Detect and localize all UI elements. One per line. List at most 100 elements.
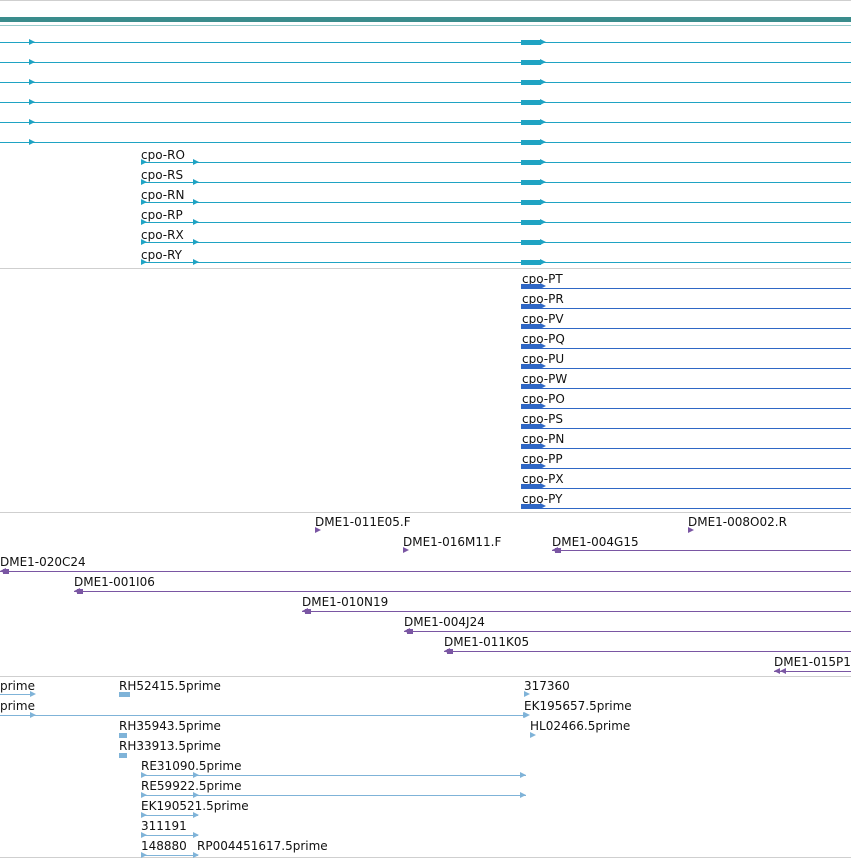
- exon-arrow-icon: [540, 199, 546, 205]
- est-label[interactable]: HL02466.5prime: [530, 719, 631, 733]
- protein-exon: [521, 464, 541, 469]
- protein-label[interactable]: cpo-PR: [522, 292, 564, 306]
- insertion-label[interactable]: DME1-008O02.R: [688, 515, 787, 529]
- protein-label[interactable]: cpo-PQ: [522, 332, 565, 346]
- transcript-line: [141, 162, 851, 163]
- est-label[interactable]: 317360: [524, 679, 570, 693]
- insertion-label[interactable]: DME1-015P1: [774, 655, 851, 669]
- transcript-direction-icon: [29, 59, 35, 65]
- transcript-exon: [521, 60, 541, 65]
- est-label[interactable]: RE59922.5prime: [141, 779, 242, 793]
- insertion-arrow-icon: [780, 668, 786, 674]
- est-label[interactable]: RH52415.5prime: [119, 679, 221, 693]
- transcript-direction-icon: [141, 239, 147, 245]
- est-arrow-icon: [141, 772, 147, 778]
- insertion-label[interactable]: DME1-004G15: [552, 535, 639, 549]
- transcript-exon: [521, 40, 541, 45]
- est-label[interactable]: 311191: [141, 819, 187, 833]
- protein-exon: [521, 484, 541, 489]
- transcript-exon: [521, 200, 541, 205]
- insertion-line: [404, 631, 851, 632]
- transcript-direction-icon: [193, 159, 199, 165]
- transcript-direction-icon: [141, 199, 147, 205]
- est-label[interactable]: RH35943.5prime: [119, 719, 221, 733]
- transcript-line: [0, 102, 851, 103]
- transcript-direction-icon: [193, 179, 199, 185]
- insertion-label[interactable]: DME1-011K05: [444, 635, 530, 649]
- transcript-line: [0, 62, 851, 63]
- est-arrow-icon: [193, 832, 199, 838]
- insertion-label[interactable]: DME1-011E05.F: [315, 515, 411, 529]
- transcript-label[interactable]: cpo-RS: [141, 168, 184, 182]
- transcript-direction-icon: [29, 99, 35, 105]
- transcript-direction-icon: [29, 79, 35, 85]
- transcript-label[interactable]: cpo-RO: [141, 148, 185, 162]
- transcript-label[interactable]: cpo-RX: [141, 228, 184, 242]
- protein-label[interactable]: cpo-PO: [522, 392, 565, 406]
- exon-arrow-icon: [540, 179, 546, 185]
- transcript-exon: [521, 140, 541, 145]
- exon-arrow-icon: [540, 39, 546, 45]
- insertion-label[interactable]: DME1-016M11.F: [403, 535, 502, 549]
- transcript-exon: [521, 80, 541, 85]
- protein-exon: [521, 344, 541, 349]
- protein-label[interactable]: cpo-PW: [522, 372, 568, 386]
- est-block: [119, 753, 127, 758]
- insertion-line: [74, 591, 851, 592]
- est-label[interactable]: RE31090.5prime: [141, 759, 242, 773]
- bottom-border: [0, 857, 851, 858]
- protein-label[interactable]: cpo-PX: [522, 472, 564, 486]
- est-arrow-icon: [193, 792, 199, 798]
- est-label[interactable]: prime: [0, 679, 35, 693]
- insertion-line: [444, 651, 851, 652]
- est-label[interactable]: RP004451617.5prime: [197, 839, 328, 853]
- track-divider: [0, 512, 851, 513]
- transcript-exon: [521, 220, 541, 225]
- est-arrow-icon: [30, 691, 36, 697]
- transcript-exon: [521, 260, 541, 265]
- transcript-direction-icon: [141, 159, 147, 165]
- transcript-label[interactable]: cpo-RP: [141, 208, 183, 222]
- est-line: [141, 775, 526, 776]
- transcript-exon: [521, 240, 541, 245]
- est-arrow-icon: [141, 792, 147, 798]
- insertion-block: [555, 548, 561, 553]
- protein-label[interactable]: cpo-PT: [522, 272, 563, 286]
- transcript-label[interactable]: cpo-RN: [141, 188, 185, 202]
- protein-line: [541, 468, 851, 469]
- est-label[interactable]: EK190521.5prime: [141, 799, 249, 813]
- insertion-arrow-icon: [774, 668, 780, 674]
- protein-arrow-icon: [540, 303, 546, 309]
- protein-label[interactable]: cpo-PV: [522, 312, 564, 326]
- insertion-label[interactable]: DME1-004J24: [404, 615, 485, 629]
- insertion-label[interactable]: DME1-020C24: [0, 555, 86, 569]
- protein-line: [541, 428, 851, 429]
- transcript-line: [141, 242, 851, 243]
- protein-line: [541, 328, 851, 329]
- insertion-line: [774, 671, 851, 672]
- protein-exon: [521, 364, 541, 369]
- protein-label[interactable]: cpo-PN: [522, 432, 565, 446]
- protein-label[interactable]: cpo-PS: [522, 412, 563, 426]
- est-label[interactable]: prime: [0, 699, 35, 713]
- transcript-label[interactable]: cpo-RY: [141, 248, 183, 262]
- est-label[interactable]: 148880: [141, 839, 187, 853]
- est-label[interactable]: RH33913.5prime: [119, 739, 221, 753]
- protein-label[interactable]: cpo-PP: [522, 452, 563, 466]
- exon-arrow-icon: [540, 239, 546, 245]
- transcript-line: [141, 222, 851, 223]
- insertion-label[interactable]: DME1-001I06: [74, 575, 155, 589]
- exon-arrow-icon: [540, 59, 546, 65]
- insertion-label[interactable]: DME1-010N19: [302, 595, 389, 609]
- exon-arrow-icon: [540, 139, 546, 145]
- protein-arrow-icon: [540, 383, 546, 389]
- top-border: [0, 0, 851, 1]
- protein-label[interactable]: cpo-PU: [522, 352, 565, 366]
- est-line: [141, 835, 198, 836]
- est-arrow-icon: [524, 691, 530, 697]
- protein-label[interactable]: cpo-PY: [522, 492, 563, 506]
- insertion-block: [77, 589, 83, 594]
- est-label[interactable]: EK195657.5prime: [524, 699, 632, 713]
